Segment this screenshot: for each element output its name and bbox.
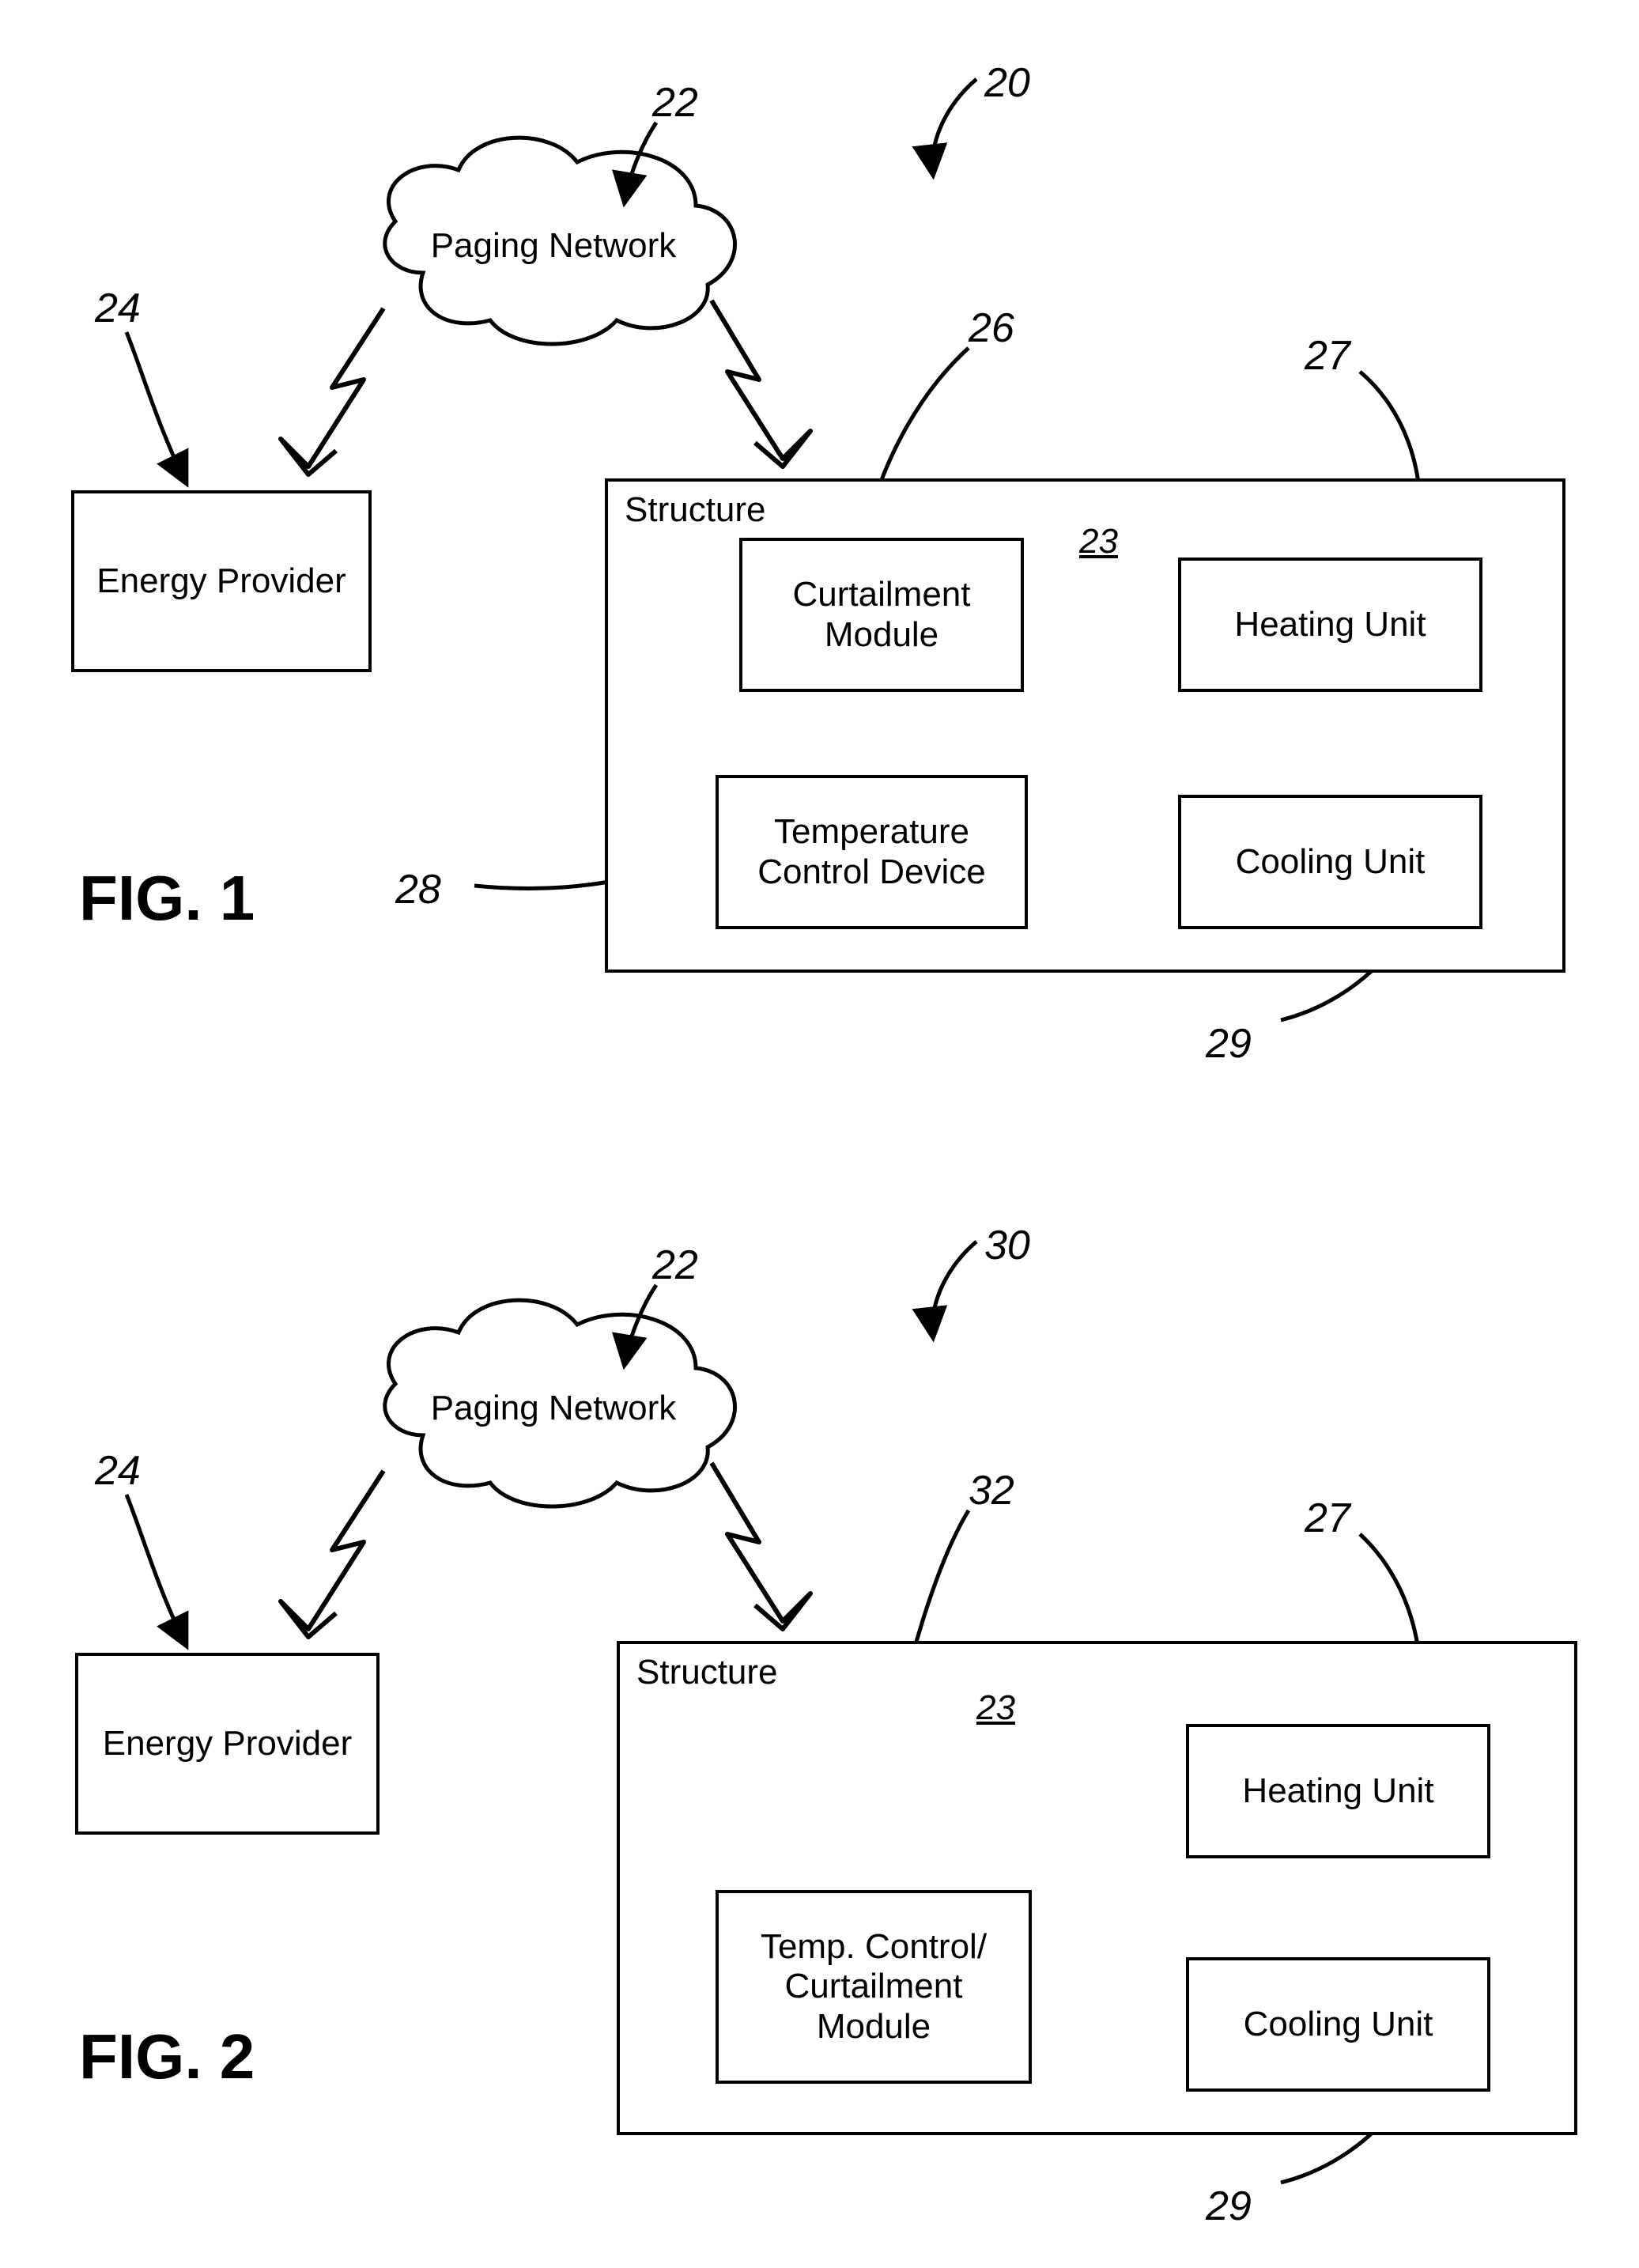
cooling-unit-box-2: Cooling Unit: [1186, 1957, 1490, 2092]
structure-label-1: Structure: [625, 490, 766, 530]
ref-24-1: 24: [95, 285, 141, 332]
leader-30: [932, 1242, 976, 1336]
temperature-control-box: TemperatureControl Device: [716, 775, 1028, 929]
ref-28: 28: [395, 866, 441, 913]
cooling-unit-box-1: Cooling Unit: [1178, 795, 1482, 929]
ref-22-1: 22: [652, 79, 698, 127]
ref-24-2: 24: [95, 1447, 141, 1495]
ref-26: 26: [969, 304, 1014, 352]
ref-22-2: 22: [652, 1242, 698, 1289]
paging-network-label-2: Paging Network: [431, 1389, 678, 1427]
paging-network-cloud-2: Paging Network: [385, 1300, 735, 1506]
cooling-unit-label-2: Cooling Unit: [1239, 2000, 1438, 2050]
temp-curtailment-box: Temp. Control/CurtailmentModule: [716, 1890, 1032, 2084]
lightning-2-left: [281, 1471, 383, 1637]
cooling-unit-label-1: Cooling Unit: [1231, 837, 1430, 887]
lightning-1-right: [712, 301, 810, 467]
heating-unit-box-2: Heating Unit: [1186, 1724, 1490, 1858]
temp-curtailment-label: Temp. Control/CurtailmentModule: [756, 1922, 991, 2052]
ref-30: 30: [984, 1222, 1030, 1269]
ref-23-1: 23: [1079, 522, 1118, 561]
structure-label-2: Structure: [636, 1653, 778, 1692]
energy-provider-box-2: Energy Provider: [75, 1653, 380, 1835]
ref-20: 20: [984, 59, 1030, 107]
paging-network-label-1: Paging Network: [431, 226, 678, 265]
heating-unit-box-1: Heating Unit: [1178, 558, 1482, 692]
ref-29-2: 29: [1206, 2183, 1252, 2230]
temperature-control-label: TemperatureControl Device: [753, 807, 991, 897]
ref-23-2: 23: [976, 1688, 1015, 1728]
ref-29-1: 29: [1206, 1020, 1252, 1068]
energy-provider-label-2: Energy Provider: [98, 1719, 357, 1769]
ref-27-1: 27: [1305, 332, 1350, 380]
ref-27-2: 27: [1305, 1495, 1350, 1542]
fig1-title: FIG. 1: [79, 862, 255, 935]
lightning-2-right: [712, 1463, 810, 1629]
leader-24-2: [127, 1495, 186, 1645]
lightning-1-left: [281, 308, 383, 474]
fig2-title: FIG. 2: [79, 2020, 255, 2093]
energy-provider-label-1: Energy Provider: [92, 557, 350, 607]
heating-unit-label-1: Heating Unit: [1229, 600, 1430, 650]
ref-32: 32: [969, 1467, 1014, 1514]
leader-20: [932, 79, 976, 174]
paging-network-cloud-1: Paging Network: [385, 138, 735, 344]
heating-unit-label-2: Heating Unit: [1237, 1767, 1438, 1816]
leader-24-1: [127, 332, 186, 482]
curtailment-module-box: CurtailmentModule: [739, 538, 1024, 692]
curtailment-module-label: CurtailmentModule: [788, 570, 976, 660]
energy-provider-box-1: Energy Provider: [71, 490, 372, 672]
